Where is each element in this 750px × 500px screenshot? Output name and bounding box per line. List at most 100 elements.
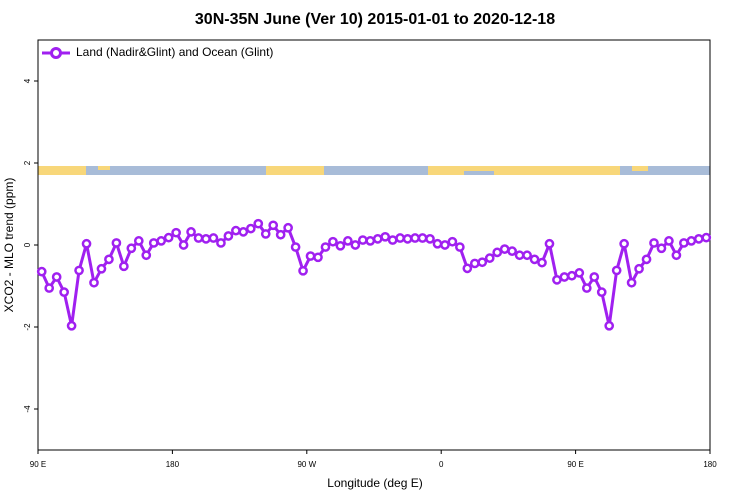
data-point — [447, 236, 458, 247]
data-point — [36, 266, 47, 277]
y-tick-label: 2 — [23, 160, 32, 165]
data-point — [589, 272, 600, 282]
data-point — [581, 283, 592, 293]
data-point — [111, 238, 122, 248]
data-point — [455, 242, 465, 252]
data-point — [119, 261, 129, 272]
data-point — [641, 254, 652, 265]
data-point — [59, 287, 69, 297]
land-ocean-strip — [38, 166, 710, 175]
data-point — [223, 231, 234, 241]
data-point — [238, 227, 249, 237]
data-point — [387, 235, 398, 245]
data-point — [701, 232, 712, 243]
data-point — [51, 272, 62, 282]
data-point — [656, 243, 667, 254]
data-point — [171, 227, 181, 238]
x-tick-label: 180 — [166, 460, 180, 469]
data-point — [514, 250, 525, 261]
data-point — [260, 229, 271, 239]
legend-marker — [50, 47, 62, 59]
data-point — [425, 234, 435, 244]
x-axis-label: Longitude (deg E) — [327, 476, 422, 490]
data-point — [305, 251, 316, 261]
data-point — [253, 218, 264, 229]
legend-label: Land (Nadir&Glint) and Ocean (Glint) — [76, 45, 273, 59]
data-point — [163, 232, 174, 243]
data-point — [156, 236, 167, 246]
data-point — [141, 250, 152, 261]
data-point — [96, 263, 107, 274]
data-point — [649, 238, 659, 248]
data-point — [432, 238, 443, 249]
x-tick-label: 0 — [439, 460, 444, 469]
data-point — [574, 268, 585, 278]
data-point — [440, 240, 450, 250]
y-tick-label: 4 — [23, 78, 32, 83]
data-point — [89, 277, 99, 288]
data-point — [380, 231, 391, 242]
data-point — [492, 247, 503, 258]
data-point — [186, 227, 196, 237]
data-point — [372, 234, 383, 244]
data-point — [693, 234, 704, 244]
y-tick-label: -2 — [23, 323, 32, 331]
y-tick-label: 0 — [23, 242, 32, 247]
data-point — [619, 238, 629, 249]
data-point — [544, 238, 555, 249]
chart-title: 30N-35N June (Ver 10) 2015-01-01 to 2020… — [195, 11, 555, 28]
data-point — [679, 238, 689, 248]
data-point — [410, 233, 420, 243]
x-tick-label: 90 W — [297, 460, 316, 469]
data-point — [499, 244, 510, 254]
data-point — [208, 233, 219, 243]
data-point — [365, 236, 376, 246]
data-point — [634, 263, 644, 274]
data-point — [104, 254, 114, 265]
data-point — [537, 257, 547, 268]
data-point — [290, 242, 301, 252]
data-point — [462, 263, 473, 274]
data-point — [357, 235, 368, 245]
data-point — [245, 223, 256, 234]
data-point — [148, 238, 159, 248]
x-tick-label: 180 — [703, 460, 717, 469]
data-point — [507, 246, 517, 256]
data-point — [178, 240, 189, 250]
data-point — [74, 265, 84, 276]
data-point — [469, 258, 480, 269]
data-point — [44, 283, 55, 293]
data-point — [66, 320, 77, 331]
y-axis-label: XCO2 - MLO trend (ppm) — [2, 178, 16, 313]
data-point — [671, 250, 682, 261]
data-point — [231, 225, 241, 236]
data-point — [522, 250, 532, 261]
data-point — [275, 229, 286, 240]
data-point — [216, 238, 226, 248]
data-point — [417, 233, 428, 243]
data-point — [567, 270, 577, 281]
data-point — [343, 236, 353, 246]
data-point — [201, 234, 211, 244]
data-point — [395, 233, 405, 243]
data-point — [298, 265, 308, 276]
data-point — [133, 236, 144, 246]
data-point — [477, 257, 488, 268]
x-tick-label: 90 E — [567, 460, 583, 469]
data-point — [320, 242, 331, 252]
data-point — [328, 236, 338, 247]
data-point — [596, 287, 607, 297]
data-point — [484, 253, 495, 263]
data-point — [664, 236, 674, 246]
data-point — [350, 240, 361, 250]
data-point — [313, 252, 323, 263]
data-point — [611, 265, 622, 276]
data-point — [402, 234, 413, 244]
data-point — [559, 272, 570, 282]
data-point — [529, 254, 540, 265]
data-point — [283, 222, 293, 233]
data-point — [626, 277, 637, 288]
data-point — [686, 236, 697, 246]
y-tick-label: -4 — [23, 405, 32, 413]
